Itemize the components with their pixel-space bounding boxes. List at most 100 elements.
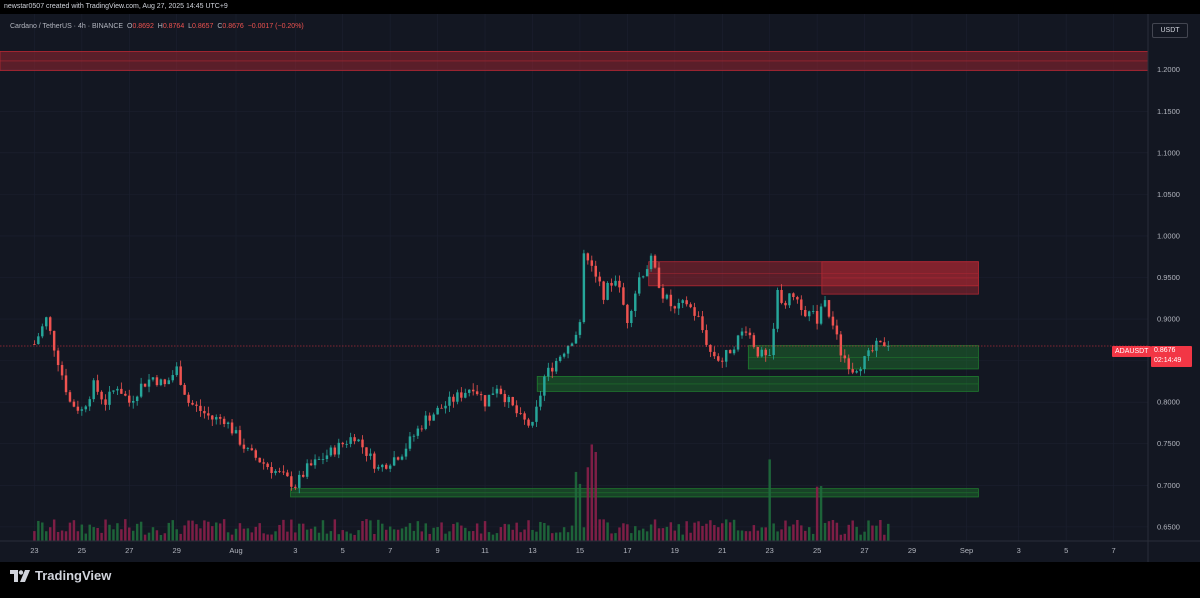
candle-up: [313, 459, 317, 466]
candlesticks: [33, 249, 890, 494]
volume-bar: [831, 520, 835, 541]
candle-down: [709, 344, 712, 352]
candle-down: [33, 343, 36, 345]
volume-bar: [764, 527, 767, 541]
volume-bar: [590, 444, 594, 541]
candle-down: [278, 471, 281, 472]
candle-down: [796, 297, 799, 300]
candle-down: [120, 388, 123, 394]
candle-up: [487, 394, 491, 407]
candle-up: [641, 276, 645, 278]
time-tick-label: 29: [908, 546, 916, 555]
volume-bar: [867, 520, 870, 541]
volume-bar: [179, 533, 182, 541]
volume-bar: [76, 531, 80, 541]
time-tick-label: 25: [78, 546, 86, 555]
candle-up: [867, 350, 870, 357]
time-tick-label: 15: [576, 546, 584, 555]
candle-up: [424, 415, 427, 429]
volume-bar: [452, 523, 455, 541]
candle-down: [815, 311, 819, 324]
candle-down: [420, 428, 424, 430]
candle-down: [661, 287, 665, 299]
candle-down: [515, 405, 518, 414]
candle-down: [728, 350, 732, 354]
volume-bar: [705, 523, 708, 541]
volume-bar: [566, 532, 570, 541]
candle-down: [238, 430, 242, 445]
volume-bar: [740, 530, 744, 541]
candle-up: [159, 379, 163, 386]
candle-down: [452, 396, 455, 402]
candle-down: [195, 404, 198, 406]
candle-up: [412, 435, 416, 437]
time-tick-label: 21: [718, 546, 726, 555]
candle-down: [657, 267, 661, 288]
candle-down: [262, 462, 265, 464]
time-tick-label: 5: [341, 546, 345, 555]
candle-up: [131, 401, 135, 403]
volume-bar: [333, 519, 337, 541]
time-tick-label: 23: [30, 546, 38, 555]
candle-down: [590, 260, 594, 266]
volume-bar: [752, 525, 756, 541]
volume-bar: [673, 530, 677, 541]
candle-up: [554, 360, 558, 372]
candle-down: [697, 315, 700, 317]
price-tick-label: 1.1000: [1157, 148, 1180, 157]
candle-up: [574, 334, 578, 344]
volume-bar: [634, 526, 637, 541]
price-tick-label: 1.0500: [1157, 190, 1180, 199]
time-tick-label: Sep: [960, 546, 973, 555]
volume-bar: [301, 523, 305, 541]
volume-bar: [440, 522, 443, 541]
volume-bar: [365, 519, 368, 541]
volume-bar: [56, 531, 60, 541]
candle-down: [748, 332, 752, 336]
candle-down: [294, 486, 297, 488]
candle-down: [705, 330, 708, 345]
volume-bar: [807, 527, 811, 541]
volume-bar: [717, 527, 720, 541]
candle-up: [558, 356, 562, 361]
volume-bar: [448, 531, 451, 541]
volume-bar: [52, 519, 56, 541]
candle-down: [143, 383, 147, 387]
candle-down: [752, 335, 756, 347]
volume-bar: [416, 521, 420, 541]
candle-up: [357, 439, 360, 442]
candle-down: [282, 471, 285, 473]
candle-down: [286, 472, 289, 477]
candle-down: [68, 392, 72, 402]
candle-up: [495, 388, 499, 394]
candle-down: [64, 375, 68, 393]
volume-bar: [792, 524, 795, 541]
tradingview-logo[interactable]: TradingView: [10, 568, 111, 583]
volume-bar: [341, 530, 344, 541]
volume-bar: [815, 486, 819, 541]
volume-bar: [539, 521, 542, 541]
price-chart[interactable]: 1.2000 1.1500 1.1000 1.0500 1.0000 0.9500 0.90…: [0, 14, 1200, 562]
price-tick-label: 0.7500: [1157, 439, 1180, 448]
candle-up: [329, 447, 333, 456]
candle-down: [685, 300, 688, 305]
candle-down: [218, 417, 222, 419]
candle-down: [721, 360, 724, 362]
symbol-legend[interactable]: Cardano / TetherUS · 4h · BINANCE O0.869…: [10, 23, 304, 30]
candle-down: [124, 393, 127, 396]
price-tick-label: 0.9000: [1157, 315, 1180, 324]
volume-bar: [317, 532, 321, 541]
candle-down: [179, 366, 182, 385]
chart-credit-text: newstar0507 created with TradingView.com…: [4, 3, 228, 10]
volume-bar: [282, 519, 285, 541]
footer: [0, 562, 1200, 598]
volume-bar: [661, 528, 665, 541]
volume-bar: [610, 533, 613, 541]
candle-down: [594, 265, 597, 277]
candle-down: [222, 418, 226, 425]
currency-selector[interactable]: USDT: [1152, 23, 1188, 38]
volume-bar: [294, 532, 297, 541]
time-axis[interactable]: 23 25 27 29 Aug 3 5 7 9 11 13 15 17 19 21 23 25 27 29 Sep 3 5…: [30, 546, 1115, 555]
high-label: H: [157, 23, 163, 30]
candle-up: [491, 393, 495, 395]
